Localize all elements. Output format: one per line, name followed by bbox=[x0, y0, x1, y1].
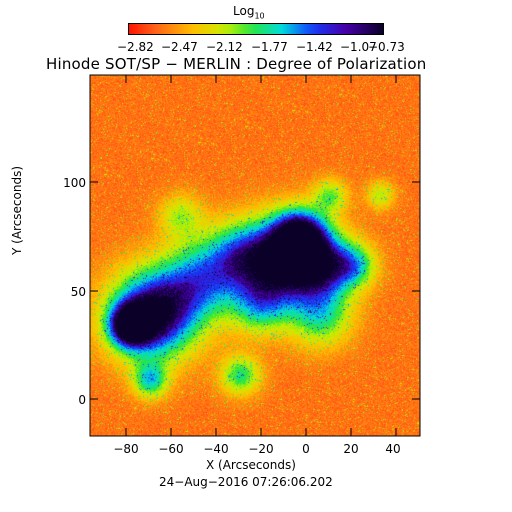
colorbar-label: Log10 bbox=[233, 4, 265, 21]
plot-title: Hinode SOT/SP − MERLIN : Degree of Polar… bbox=[46, 55, 427, 73]
x-tick-label: −80 bbox=[113, 442, 138, 456]
x-tick-label: 0 bbox=[302, 442, 310, 456]
y-axis-label: Y (Arcseconds) bbox=[10, 165, 24, 255]
y-tick-label: 0 bbox=[78, 393, 86, 407]
colorbar-tick: −2.82 bbox=[117, 40, 154, 54]
x-tick-label: 20 bbox=[343, 442, 358, 456]
x-tick-label: −60 bbox=[158, 442, 183, 456]
colorbar-tick: −2.12 bbox=[206, 40, 243, 54]
polarization-map bbox=[90, 75, 420, 436]
colorbar-tick: −2.47 bbox=[161, 40, 198, 54]
polarization-map-image bbox=[90, 75, 420, 436]
x-axis-label: X (Arcseconds) bbox=[206, 458, 296, 472]
y-tick-label: 100 bbox=[63, 176, 86, 190]
colorbar-tick: −1.42 bbox=[296, 40, 333, 54]
x-axis-ticks bbox=[125, 75, 397, 436]
y-axis-ticks bbox=[90, 181, 420, 400]
plot-frame bbox=[89, 74, 421, 437]
colorbar-tick: −0.73 bbox=[368, 40, 405, 54]
colorbar-tick: −1.07 bbox=[340, 40, 377, 54]
colorbar bbox=[128, 23, 384, 35]
colorbar-tick: −1.77 bbox=[251, 40, 288, 54]
y-tick-label: 50 bbox=[71, 285, 86, 299]
x-tick-label: −20 bbox=[248, 442, 273, 456]
x-tick-label: 40 bbox=[385, 442, 400, 456]
x-tick-label: −40 bbox=[203, 442, 228, 456]
timestamp: 24−Aug−2016 07:26:06.202 bbox=[159, 475, 333, 489]
